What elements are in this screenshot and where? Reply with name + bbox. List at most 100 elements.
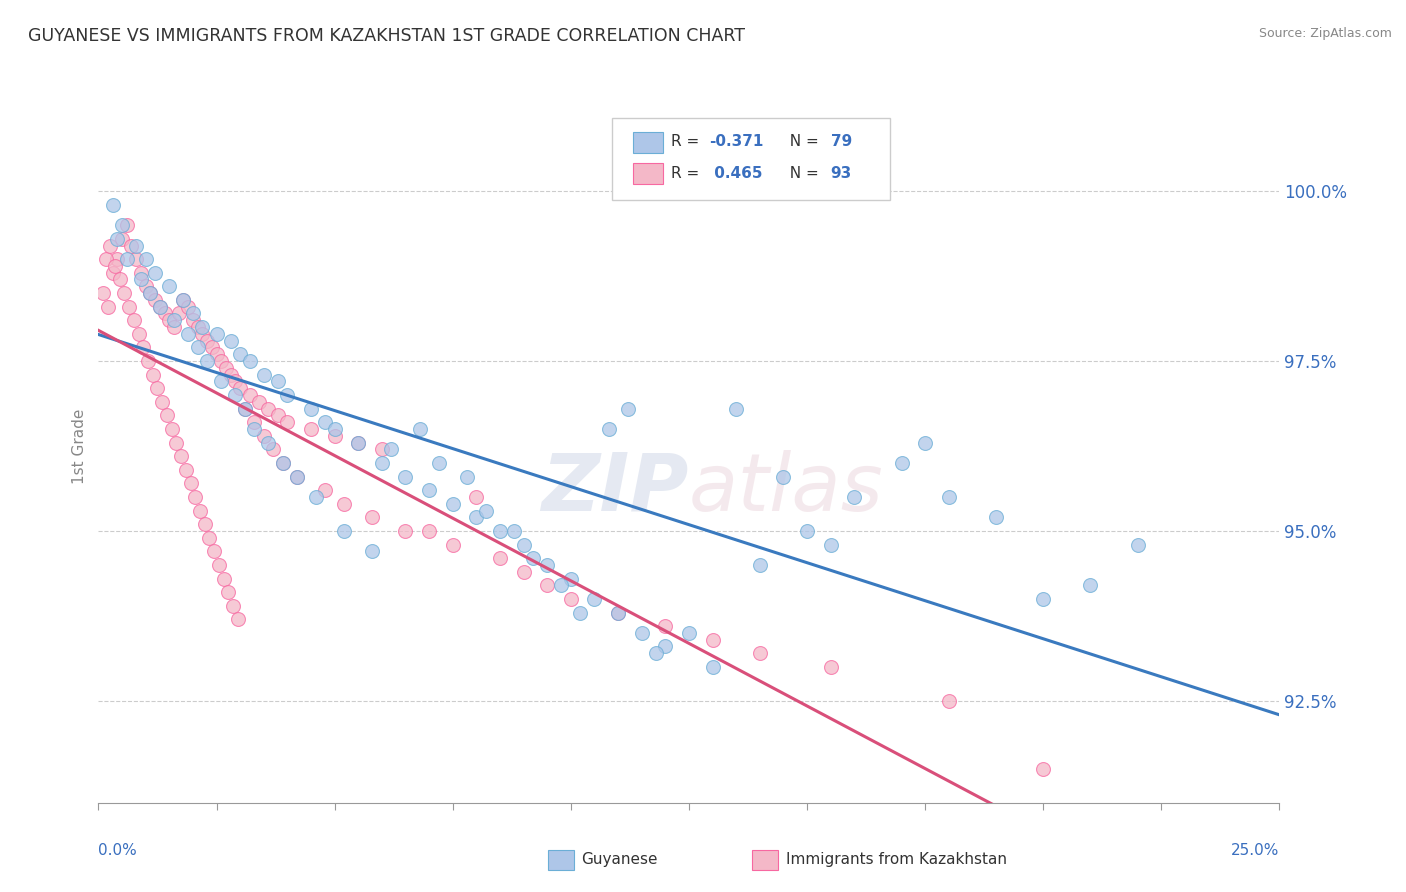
Point (536, 558, 558, 572)
Point (165, 435, 187, 450)
Point (208, 558, 231, 572)
Point (101, 266, 124, 280)
Point (128, 326, 150, 341)
Point (323, 429, 346, 443)
Text: 0.465: 0.465 (709, 166, 762, 181)
Point (276, 388, 298, 402)
Point (890, 456, 912, 470)
Point (194, 517, 217, 532)
Point (143, 266, 166, 280)
Point (583, 591, 606, 606)
Point (361, 544, 384, 558)
Point (187, 341, 209, 355)
Point (233, 401, 256, 416)
Point (149, 300, 172, 314)
Point (135, 252, 157, 266)
Point (205, 347, 228, 361)
Point (143, 293, 166, 307)
Point (188, 503, 211, 517)
Text: Immigrants from Kazakhstan: Immigrants from Kazakhstan (786, 853, 1007, 867)
Point (560, 591, 582, 606)
Point (129, 266, 152, 280)
Point (163, 320, 186, 334)
Text: R =: R = (671, 134, 704, 149)
Point (115, 252, 138, 266)
Point (323, 422, 346, 436)
Point (299, 422, 322, 436)
Point (914, 435, 936, 450)
Point (247, 394, 270, 409)
Point (644, 646, 666, 660)
Point (748, 646, 770, 660)
Point (101, 198, 124, 212)
Point (796, 524, 818, 538)
Point (569, 606, 592, 620)
Point (408, 422, 430, 436)
Point (174, 463, 197, 477)
Point (115, 218, 138, 232)
Point (195, 354, 218, 368)
Bar (634, 162, 664, 184)
Point (418, 524, 440, 538)
Point (725, 401, 748, 416)
Y-axis label: 1st Grade: 1st Grade (72, 409, 87, 483)
Text: R =: R = (671, 166, 704, 181)
Point (702, 660, 724, 674)
Point (212, 572, 235, 586)
Point (475, 503, 498, 517)
Point (229, 347, 252, 361)
Point (217, 585, 239, 599)
Point (253, 368, 276, 382)
Point (160, 422, 183, 436)
Point (512, 537, 534, 551)
Point (347, 435, 370, 450)
Point (149, 300, 172, 314)
Point (305, 490, 328, 504)
Point (489, 524, 512, 538)
Point (607, 606, 630, 620)
Point (938, 694, 960, 708)
Point (1032, 591, 1054, 606)
Point (180, 476, 202, 491)
Point (177, 326, 200, 341)
Point (984, 510, 1007, 524)
Point (167, 306, 190, 320)
Text: 0.0%: 0.0% (98, 843, 138, 858)
Point (380, 442, 402, 457)
Point (111, 232, 134, 246)
Point (271, 456, 294, 470)
Point (146, 381, 169, 395)
Point (465, 490, 488, 504)
Point (209, 354, 232, 368)
Point (239, 388, 262, 402)
Point (229, 381, 252, 395)
Point (239, 354, 262, 368)
Point (456, 469, 478, 483)
Point (195, 334, 218, 348)
Point (150, 394, 173, 409)
Point (748, 558, 770, 572)
Point (105, 252, 128, 266)
Point (108, 272, 131, 286)
Point (630, 626, 652, 640)
Point (314, 483, 336, 498)
Point (550, 578, 572, 592)
Point (560, 572, 582, 586)
Text: 79: 79 (831, 134, 852, 149)
Point (772, 469, 794, 483)
Point (98, 238, 121, 252)
Point (125, 252, 148, 266)
Point (170, 449, 193, 463)
Point (181, 313, 204, 327)
Point (205, 326, 228, 341)
Point (129, 272, 152, 286)
Point (1032, 762, 1054, 776)
Point (157, 279, 180, 293)
Text: Guyanese: Guyanese (581, 853, 657, 867)
Point (222, 599, 245, 613)
Point (224, 375, 246, 389)
Point (187, 320, 209, 334)
Point (394, 469, 416, 483)
Point (938, 490, 960, 504)
Point (276, 415, 298, 429)
